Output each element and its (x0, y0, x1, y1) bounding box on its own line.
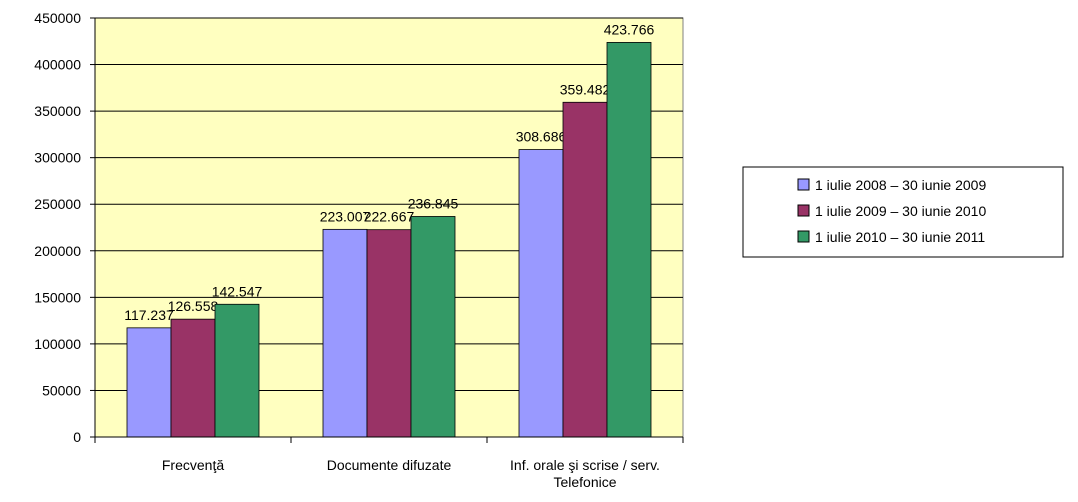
y-tick-label: 250000 (34, 196, 81, 212)
value-label: 126.558 (168, 298, 219, 314)
x-tick-label: Inf. orale şi scrise / serv. Telefonice (510, 457, 660, 490)
legend (742, 166, 1064, 258)
y-tick-label: 300000 (34, 150, 81, 166)
legend-swatch (797, 204, 810, 217)
legend-label: 1 iulie 2010 – 30 iunie 2011 (815, 229, 985, 245)
value-label: 236.845 (408, 195, 459, 211)
y-tick-label: 150000 (34, 289, 81, 305)
y-tick-label: 200000 (34, 243, 81, 259)
value-label: 308.686 (516, 129, 567, 145)
value-label: 222.667 (364, 209, 415, 225)
bar (214, 303, 260, 438)
value-label: 359.482 (560, 81, 611, 97)
y-tick-label: 450000 (34, 10, 81, 26)
bar (562, 101, 608, 438)
bar (322, 228, 368, 438)
x-tick-label: Documente difuzate (326, 457, 452, 473)
value-label: 142.547 (212, 283, 263, 299)
legend-swatch (797, 230, 810, 243)
bar (170, 318, 216, 438)
bar (126, 327, 172, 438)
y-tick-label: 350000 (34, 103, 81, 119)
x-tick-label: Frecvenţă (161, 457, 225, 473)
bar (518, 149, 564, 438)
bar (410, 216, 456, 438)
legend-label: 1 iulie 2009 – 30 iunie 2010 (815, 203, 986, 219)
y-tick-label: 100000 (34, 336, 81, 352)
bar (606, 42, 652, 438)
legend-label: 1 iulie 2008 – 30 iunie 2009 (815, 177, 986, 193)
bar (366, 229, 412, 438)
y-tick-label: 0 (73, 429, 81, 445)
y-tick-label: 50000 (42, 382, 81, 398)
y-tick-label: 400000 (34, 57, 81, 73)
value-label: 423.766 (604, 21, 655, 37)
legend-swatch (797, 178, 810, 191)
value-label: 223.007 (320, 208, 371, 224)
value-label: 117.237 (124, 307, 174, 323)
